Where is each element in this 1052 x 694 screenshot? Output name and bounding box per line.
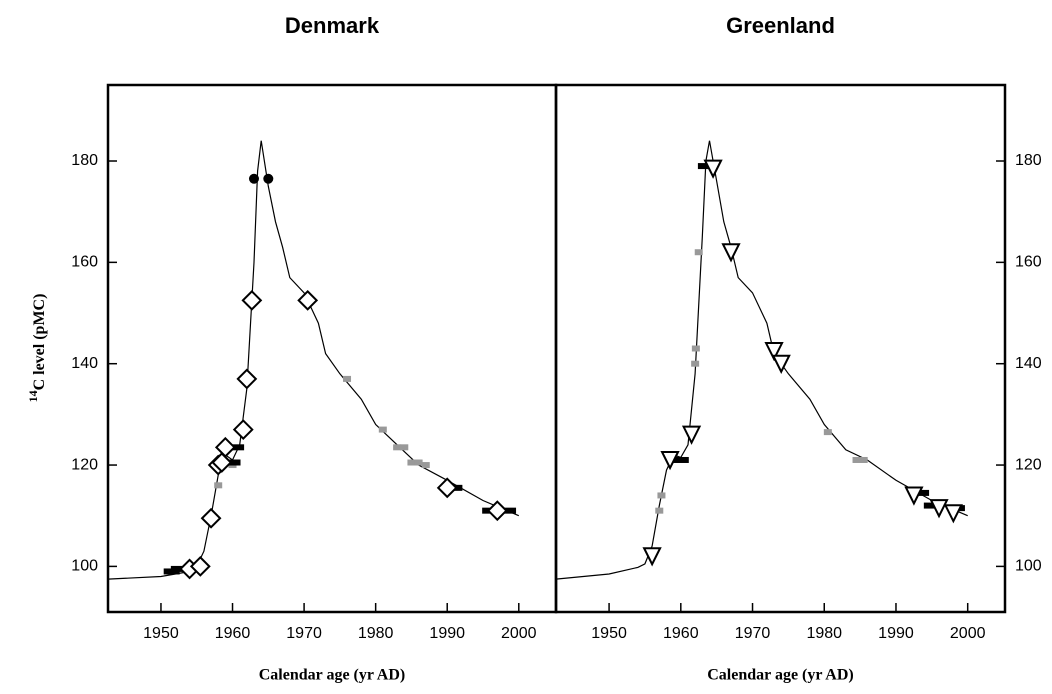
- y-tick-label: 180: [1015, 152, 1042, 169]
- dash-point: [170, 565, 187, 572]
- triangle-point: [721, 243, 741, 263]
- diamond-point: [297, 289, 319, 311]
- gray-point: [343, 375, 352, 382]
- y-tick-label: 120: [71, 456, 98, 473]
- x-tick-label: 1950: [143, 625, 179, 642]
- gray-point: [393, 444, 402, 451]
- gray-point: [407, 459, 416, 466]
- gray-point: [823, 429, 832, 436]
- plot-frame: [106, 83, 558, 614]
- dash-point: [500, 507, 517, 514]
- triangle-point: [681, 425, 702, 445]
- diamond-point: [189, 555, 211, 577]
- panel-title: Greenland: [726, 13, 835, 38]
- diamond-point: [200, 507, 222, 529]
- x-tick-label: 2000: [501, 625, 537, 642]
- triangle-point: [660, 450, 680, 471]
- diamond-point: [486, 500, 508, 522]
- x-tick-label: 2000: [950, 625, 986, 642]
- gray-point: [214, 482, 223, 489]
- gray-point: [655, 507, 664, 514]
- diamond-point: [236, 368, 258, 390]
- curve: [107, 140, 520, 580]
- dash-point: [672, 456, 689, 463]
- triangle-point: [771, 354, 791, 374]
- triangle-point: [764, 342, 784, 362]
- diamond-point: [232, 419, 254, 440]
- x-tick-label: 1950: [591, 625, 627, 642]
- x-tick-label: 1990: [878, 625, 914, 642]
- x-tick-label: 1990: [429, 625, 465, 642]
- gray-point: [691, 345, 700, 352]
- curve: [555, 140, 968, 580]
- x-tick-label: 1960: [663, 625, 699, 642]
- triangle-point: [929, 499, 949, 519]
- x-tick-label: 1980: [806, 625, 842, 642]
- y-tick-label: 100: [71, 558, 98, 575]
- gray-point: [852, 456, 861, 463]
- y-label-superscript: 14: [26, 390, 40, 402]
- x-tick-label: 1980: [358, 625, 394, 642]
- diamond-point: [214, 436, 236, 458]
- y-axis-label: 14C level (pMC): [26, 294, 48, 403]
- gray-point: [859, 456, 868, 463]
- y-tick-label: 120: [1015, 456, 1042, 473]
- y-label-text: C level (pMC): [31, 294, 48, 391]
- dot-point: [248, 173, 259, 184]
- triangle-point: [943, 504, 963, 524]
- gray-point: [691, 360, 700, 367]
- panel-title: Denmark: [285, 13, 380, 38]
- dash-point: [224, 459, 241, 466]
- y-tick-label: 160: [71, 254, 98, 271]
- y-tick-label: 140: [1015, 355, 1042, 372]
- gray-point: [657, 492, 666, 499]
- x-tick-label: 1970: [286, 625, 322, 642]
- x-axis-label: Calendar age (yr AD): [259, 667, 406, 684]
- triangle-point: [642, 547, 662, 567]
- y-tick-label: 180: [71, 152, 98, 169]
- dash-point: [923, 502, 940, 509]
- x-tick-label: 1960: [215, 625, 251, 642]
- diamond-point: [211, 452, 233, 473]
- dash-point: [913, 489, 930, 496]
- y-tick-label: 100: [1015, 558, 1042, 575]
- gray-point: [421, 462, 430, 469]
- x-tick-label: 1970: [735, 625, 771, 642]
- y-tick-label: 160: [1015, 254, 1042, 271]
- gray-point: [694, 249, 703, 256]
- triangle-point: [904, 486, 924, 506]
- y-tick-label: 140: [71, 355, 98, 372]
- dash-point: [697, 163, 714, 170]
- diamond-point: [436, 477, 458, 499]
- dash-point: [228, 444, 245, 451]
- x-axis-label: Calendar age (yr AD): [707, 667, 854, 684]
- gray-point: [378, 426, 387, 433]
- gray-point: [414, 459, 423, 466]
- plot-frame: [554, 83, 1007, 614]
- gray-point: [400, 444, 409, 451]
- triangle-point: [703, 159, 723, 179]
- diamond-point: [241, 289, 263, 311]
- dot-point: [263, 173, 274, 184]
